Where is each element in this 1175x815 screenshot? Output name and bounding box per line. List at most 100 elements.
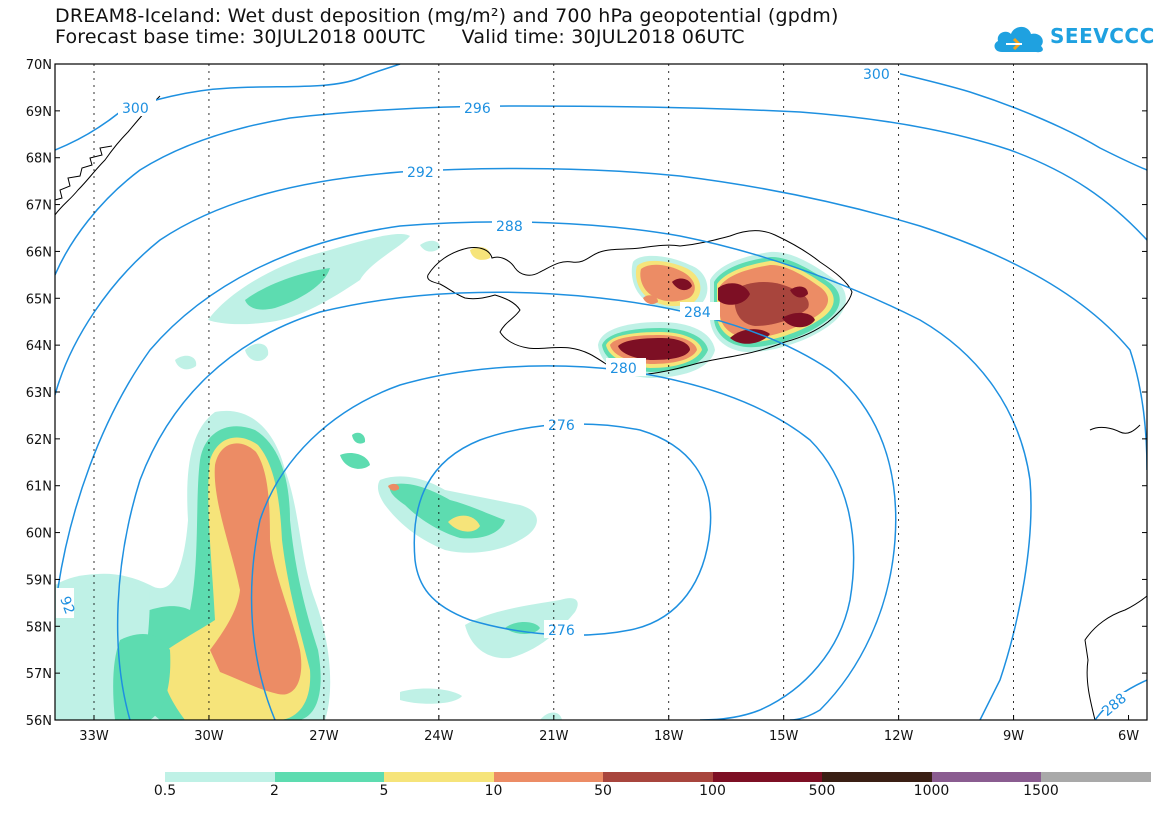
deposition-north-green [245, 268, 330, 310]
logo-text: SEEVCCC [1050, 24, 1155, 48]
contour-284 [116, 291, 897, 720]
title-line-1: DREAM8-Iceland: Wet dust deposition (mg/… [55, 5, 839, 27]
colorbar-label: 2 [270, 783, 279, 799]
lat-label: 60N [26, 527, 52, 542]
deposition-west-plume-orange [210, 443, 302, 695]
colorbar-cell [1041, 772, 1151, 782]
contour-288 [57, 221, 1032, 720]
longitude-labels: 33W 30W 27W 24W 21W 18W 15W 12W 9W 6W [79, 729, 1139, 744]
lon-label: 27W [309, 729, 339, 744]
contour-292 [55, 167, 1147, 471]
contour-labels: 300 296 292 288 284 280 276 276 300 92 2… [56, 64, 1130, 720]
colorbar-cell [712, 772, 822, 782]
colorbar-cell [822, 772, 932, 782]
deposition-iceland-small [643, 295, 658, 305]
deposition-iceland-w-dark [618, 338, 690, 360]
cloud-icon [994, 26, 1043, 53]
lon-label: 33W [79, 729, 109, 744]
contour-label-288: 288 [496, 219, 523, 235]
colorbar-label: 50 [594, 783, 612, 799]
lon-label: 15W [769, 729, 799, 744]
contour-label-296: 296 [464, 101, 491, 117]
contour-label-292-west: 92 [56, 594, 77, 616]
coastline-faroe [1089, 424, 1141, 434]
axis-ticks [55, 63, 1147, 721]
contour-label-276-north: 276 [548, 418, 575, 434]
deposition-shading [55, 233, 846, 720]
colorbar-cell [931, 772, 1041, 782]
colorbar-cell [384, 772, 494, 782]
colorbar-cell [165, 772, 275, 782]
deposition-southwest-green [113, 634, 171, 720]
lat-label: 66N [26, 245, 52, 260]
deposition-iceland-e-dark-4 [790, 286, 808, 298]
seevccc-logo: SEEVCCC [992, 20, 1154, 56]
lat-label: 65N [26, 292, 52, 307]
lat-label: 70N [26, 58, 52, 73]
deposition-central-yellow [448, 515, 480, 532]
title-line-2: Forecast base time: 30JUL2018 00UTC Valid… [55, 27, 839, 48]
deposition-central-orange [388, 483, 400, 491]
lat-label: 61N [26, 480, 52, 495]
lat-label: 59N [26, 573, 52, 588]
contour-296 [55, 105, 1147, 276]
contour-label-292: 292 [407, 165, 434, 181]
colorbar-label: 10 [484, 783, 503, 799]
colorbar-cell [493, 772, 603, 782]
map-title: DREAM8-Iceland: Wet dust deposition (mg/… [55, 6, 839, 48]
contour-label-276-south: 276 [548, 623, 575, 639]
contour-300-east [859, 64, 1147, 171]
deposition-iceland-e-dark-1 [718, 283, 750, 305]
contour-276 [413, 423, 712, 636]
forecast-base-time: Forecast base time: 30JUL2018 00UTC [55, 26, 426, 48]
contour-280 [250, 365, 855, 720]
lon-label: 9W [1003, 729, 1024, 744]
deposition-iceland-e-dark-2 [730, 329, 770, 344]
lon-label: 30W [194, 729, 224, 744]
lat-label: 69N [26, 105, 52, 120]
contour-300-west [55, 64, 401, 151]
deposition-iceland-n-orange [640, 264, 695, 302]
deposition-iceland-n-dark [672, 278, 692, 291]
contour-label-280: 280 [610, 361, 637, 377]
deposition-patch-small-2 [175, 355, 197, 370]
lon-label: 18W [654, 729, 684, 744]
contour-label-300-west: 300 [122, 101, 149, 117]
lat-label: 56N [26, 714, 52, 729]
lon-label: 21W [539, 729, 569, 744]
colorbar-label: 1500 [1023, 783, 1059, 799]
deposition-patch-4 [352, 432, 366, 444]
lon-label: 24W [424, 729, 454, 744]
colorbar-label: 1000 [913, 783, 950, 799]
lat-label: 67N [26, 199, 52, 214]
colorbar-label: 5 [379, 783, 389, 799]
lat-label: 62N [26, 433, 52, 448]
coastlines [55, 95, 1147, 720]
colorbar-label: 500 [808, 783, 836, 799]
deposition-iceland-e-dark-3 [782, 312, 815, 328]
lat-label: 64N [26, 339, 52, 354]
lat-label: 68N [26, 152, 52, 167]
deposition-patch-7 [540, 712, 562, 720]
colorbar-cell [603, 772, 713, 782]
coastline-scotland [1084, 595, 1147, 720]
deposition-patch-8 [420, 240, 440, 252]
colorbar-label: 0.5 [153, 783, 177, 799]
lon-label: 12W [884, 729, 914, 744]
coastline-greenland-2 [55, 145, 113, 201]
valid-time: Valid time: 30JUL2018 06UTC [461, 26, 745, 48]
colorbar [165, 772, 1151, 782]
latitude-labels: 70N 69N 68N 67N 66N 65N 64N 63N 62N 61N 60N 59N 58N 5… [26, 58, 52, 729]
contour-label-284: 284 [684, 305, 711, 321]
lon-label: 6W [1118, 729, 1139, 744]
deposition-patch-3 [340, 453, 370, 469]
lat-label: 57N [26, 667, 52, 682]
contour-label-300-east: 300 [863, 67, 890, 83]
deposition-patch-5-green [505, 622, 540, 634]
deposition-patch-small [245, 343, 269, 362]
lat-label: 63N [26, 386, 52, 401]
colorbar-label: 100 [699, 783, 726, 799]
geopotential-contours [55, 64, 1147, 720]
deposition-patch-6 [400, 688, 462, 704]
